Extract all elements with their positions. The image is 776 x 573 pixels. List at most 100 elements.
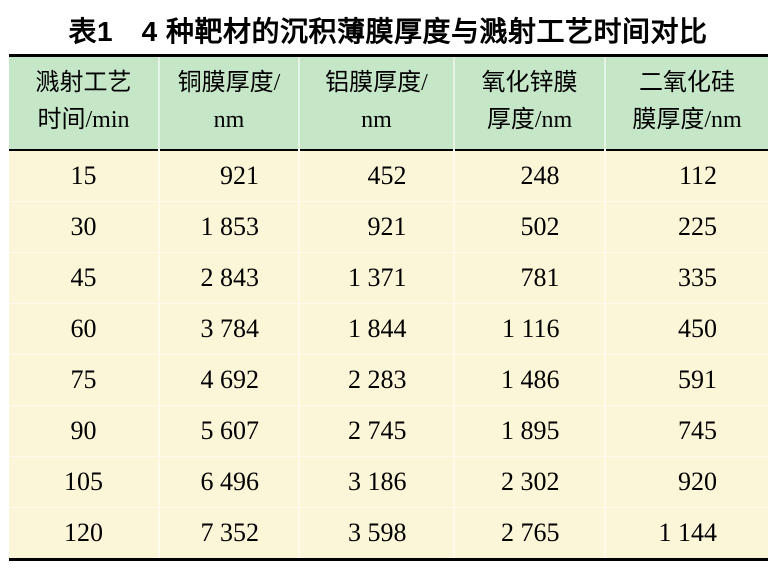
cell-zno: 1 116: [453, 303, 605, 355]
cell-value: 2 765: [501, 518, 560, 547]
cell-cu: 2 843: [158, 252, 299, 304]
table-row: 30 1 853 921 502 225: [9, 201, 768, 253]
cell-value: 452: [367, 161, 407, 190]
cell-sio2: 1 144: [604, 507, 768, 560]
cell-time: 90: [9, 405, 159, 457]
cell-value: 591: [678, 365, 717, 394]
cell-time: 15: [9, 150, 159, 202]
cell-cu: 6 496: [158, 456, 299, 508]
cell-cu: 921: [158, 150, 299, 202]
cell-sio2: 920: [604, 456, 768, 508]
table-body: 15 921 452 248 112 30 1 853 921 502 225 …: [9, 150, 768, 560]
cell-value: 2 283: [348, 365, 407, 394]
header-line-2: 膜厚度/nm: [632, 107, 742, 133]
cell-value: 1 116: [501, 314, 560, 343]
cell-time: 30: [9, 201, 159, 253]
cell-value: 450: [678, 314, 717, 343]
cell-value: 1 486: [501, 365, 560, 394]
table-row: 105 6 496 3 186 2 302 920: [9, 456, 768, 508]
cell-al: 2 745: [298, 405, 454, 457]
column-header-al-thickness: 铝膜厚度/ nm: [298, 55, 454, 150]
cell-sio2: 335: [604, 252, 768, 304]
cell-value: 3 186: [348, 467, 407, 496]
cell-value: 3 598: [348, 518, 407, 547]
cell-value: 1 844: [348, 314, 407, 343]
cell-value: 3 784: [200, 314, 260, 343]
cell-time: 105: [9, 456, 159, 508]
cell-value: 502: [520, 212, 560, 241]
table-row: 120 7 352 3 598 2 765 1 144: [9, 507, 768, 560]
cell-value: 2 745: [348, 416, 407, 445]
table-caption: 表1 4 种靶材的沉积薄膜厚度与溅射工艺时间对比: [68, 16, 708, 47]
cell-value: 2 843: [200, 263, 260, 292]
cell-sio2: 112: [604, 150, 768, 202]
cell-al: 3 186: [298, 456, 454, 508]
table-row: 15 921 452 248 112: [9, 150, 768, 202]
cell-cu: 1 853: [158, 201, 299, 253]
cell-value: 6 496: [200, 467, 260, 496]
cell-value: 7 352: [200, 518, 260, 547]
cell-value: 335: [678, 263, 717, 292]
cell-time: 120: [9, 507, 159, 560]
cell-sio2: 450: [604, 303, 768, 355]
cell-al: 2 283: [298, 354, 454, 406]
cell-zno: 781: [453, 252, 605, 304]
header-line-2: nm: [361, 107, 392, 133]
cell-zno: 248: [453, 150, 605, 202]
column-header-cu-thickness: 铜膜厚度/ nm: [158, 55, 299, 150]
cell-value: 4 692: [200, 365, 260, 394]
cell-value: 112: [678, 161, 717, 190]
cell-al: 1 371: [298, 252, 454, 304]
header-line-2: 厚度/nm: [486, 107, 573, 133]
deposition-thickness-table: 溅射工艺 时间/min 铜膜厚度/ nm 铝膜厚度/ nm 氧化锌膜 厚度/nm…: [9, 54, 768, 561]
cell-zno: 2 765: [453, 507, 605, 560]
cell-al: 3 598: [298, 507, 454, 560]
cell-value: 2 302: [501, 467, 560, 496]
header-line-2: nm: [213, 107, 245, 133]
cell-value: 921: [367, 212, 407, 241]
header-line-1: 铜膜厚度/: [177, 70, 281, 96]
header-line-1: 氧化锌膜: [481, 70, 578, 96]
column-header-sio2-thickness: 二氧化硅 膜厚度/nm: [604, 55, 768, 150]
header-line-1: 溅射工艺: [35, 70, 132, 96]
table-row: 45 2 843 1 371 781 335: [9, 252, 768, 304]
cell-value: 225: [678, 212, 717, 241]
cell-al: 1 844: [298, 303, 454, 355]
cell-zno: 1 486: [453, 354, 605, 406]
cell-value: 248: [520, 161, 560, 190]
cell-value: 781: [520, 263, 560, 292]
cell-value: 1 371: [348, 263, 407, 292]
column-header-zno-thickness: 氧化锌膜 厚度/nm: [453, 55, 605, 150]
cell-time: 75: [9, 354, 159, 406]
cell-cu: 4 692: [158, 354, 299, 406]
cell-time: 45: [9, 252, 159, 304]
cell-al: 921: [298, 201, 454, 253]
cell-value: 1 853: [200, 212, 260, 241]
cell-sio2: 591: [604, 354, 768, 406]
cell-zno: 2 302: [453, 456, 605, 508]
cell-cu: 7 352: [158, 507, 299, 560]
header-row: 溅射工艺 时间/min 铜膜厚度/ nm 铝膜厚度/ nm 氧化锌膜 厚度/nm…: [9, 55, 768, 150]
cell-value: 920: [678, 467, 717, 496]
header-line-2: 时间/min: [37, 107, 130, 133]
header-line-1: 二氧化硅: [639, 70, 735, 96]
cell-cu: 3 784: [158, 303, 299, 355]
table-row: 75 4 692 2 283 1 486 591: [9, 354, 768, 406]
cell-value: 5 607: [200, 416, 260, 445]
column-header-sputter-time: 溅射工艺 时间/min: [9, 55, 159, 150]
cell-zno: 1 895: [453, 405, 605, 457]
cell-value: 1 144: [658, 518, 718, 547]
cell-cu: 5 607: [158, 405, 299, 457]
cell-zno: 502: [453, 201, 605, 253]
table-row: 90 5 607 2 745 1 895 745: [9, 405, 768, 457]
header-line-1: 铝膜厚度/: [325, 70, 428, 96]
cell-al: 452: [298, 150, 454, 202]
cell-value: 745: [678, 416, 717, 445]
cell-value: 921: [220, 161, 259, 190]
cell-sio2: 225: [604, 201, 768, 253]
cell-sio2: 745: [604, 405, 768, 457]
cell-value: 1 895: [501, 416, 560, 445]
table-header: 溅射工艺 时间/min 铜膜厚度/ nm 铝膜厚度/ nm 氧化锌膜 厚度/nm…: [9, 55, 768, 150]
cell-time: 60: [9, 303, 159, 355]
table-row: 60 3 784 1 844 1 116 450: [9, 303, 768, 355]
